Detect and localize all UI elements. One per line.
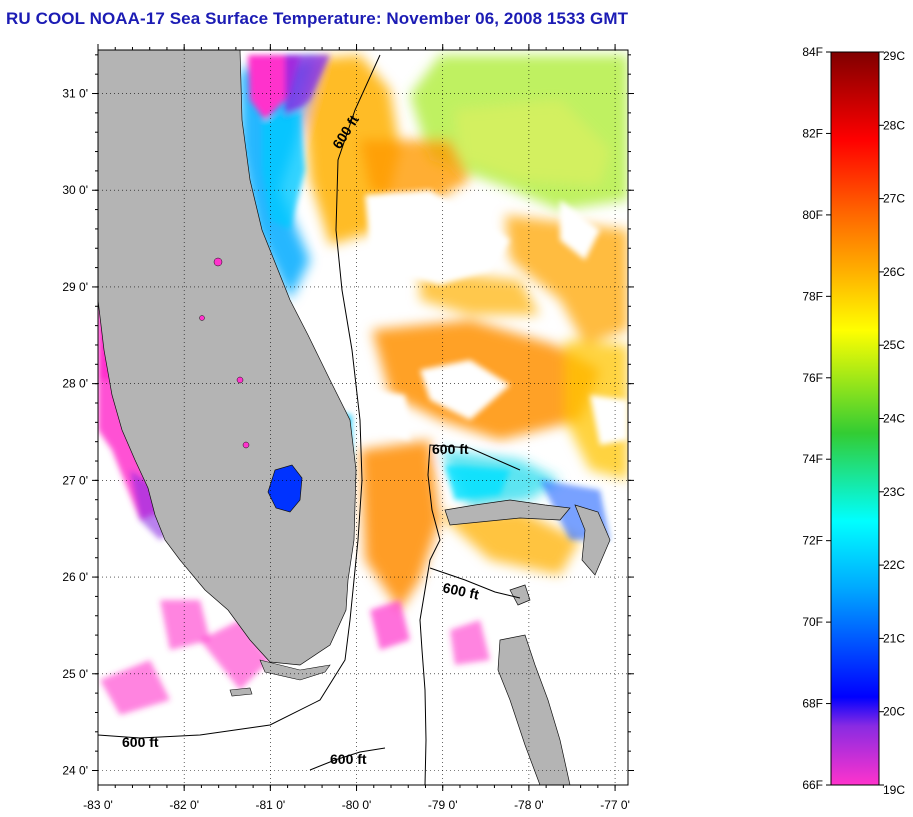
colorbar-gradient (830, 51, 880, 786)
longitude-label: -79 0' (428, 798, 458, 812)
latitude-label: 29 0' (62, 280, 88, 294)
map-frame (97, 49, 629, 786)
latitude-label: 24 0' (62, 763, 88, 777)
bahamas-grand-bahama (444, 499, 571, 526)
contour-label: 600 ft (432, 441, 469, 457)
latitude-label: 26 0' (62, 570, 88, 584)
graticule-grid (98, 50, 628, 785)
colorbar-c-label: 22C (883, 558, 905, 572)
colorbar-c-label: 29C (883, 49, 905, 63)
colorbar-c-label: 24C (883, 412, 905, 426)
colorbar-c-label: 27C (883, 192, 905, 206)
latitude-label: 28 0' (62, 377, 88, 391)
map-title: RU COOL NOAA-17 Sea Surface Temperature:… (6, 9, 629, 28)
longitude-label: -83 0' (83, 798, 113, 812)
colorbar-f-label: 72F (802, 534, 823, 548)
longitude-label: -77 0' (600, 798, 630, 812)
colorbar-c-label: 25C (883, 338, 905, 352)
colorbar-c-label: 20C (883, 705, 905, 719)
colorbar-f-label: 66F (802, 778, 823, 792)
contour-label: 600 ft (122, 734, 159, 750)
florida-keys (229, 659, 331, 697)
florida-landmass (98, 50, 357, 666)
colorbar-c-label: 23C (883, 485, 905, 499)
colorbar-f-label: 68F (802, 697, 823, 711)
colorbar-c-label: 21C (883, 631, 905, 645)
latitude-label: 31 0' (62, 87, 88, 101)
contour-label: 600 ft (330, 751, 367, 767)
land (98, 50, 611, 785)
colorbar-f-label: 76F (802, 371, 823, 385)
colorbar-f-label: 84F (802, 45, 823, 59)
inland-lakes (199, 257, 250, 449)
colorbar-f-label: 70F (802, 615, 823, 629)
longitude-label: -80 0' (342, 798, 372, 812)
colorbar-f-label: 82F (802, 126, 823, 140)
colorbar-c-label: 26C (883, 265, 905, 279)
latitude-label: 25 0' (62, 667, 88, 681)
colorbar-f-label: 74F (802, 452, 823, 466)
contour-label: 600 ft (441, 579, 480, 602)
latitude-label: 27 0' (62, 473, 88, 487)
longitude-labels: -83 0' -82 0' -81 0' -80 0' -79 0' -78 0' -77 … (83, 798, 630, 812)
colorbar-f-label: 78F (802, 289, 823, 303)
latitude-labels: 31 0' 30 0' 29 0' 28 0' 27 0' 26 0' 25 0' 24 0' (62, 87, 88, 778)
lake-okeechobee (267, 464, 303, 513)
latitude-label: 30 0' (62, 183, 88, 197)
bahamas-islet (509, 584, 531, 606)
bahamas-andros (497, 634, 571, 785)
colorbar: 84F 82F 80F 78F 76F 74F 72F 70F 68F 66F 29C 28C 27C… (802, 45, 905, 797)
colorbar-celsius-labels: 29C 28C 27C 26C 25C 24C 23C 22C 21C 20C 19C (883, 49, 905, 797)
bahamas-abaco (574, 504, 611, 576)
longitude-label: -78 0' (514, 798, 544, 812)
colorbar-fahrenheit-labels: 84F 82F 80F 78F 76F 74F 72F 70F 68F 66F (802, 45, 823, 792)
colorbar-c-label: 19C (883, 783, 905, 797)
isobath-600ft (98, 54, 521, 785)
colorbar-f-label: 80F (802, 208, 823, 222)
longitude-label: -81 0' (256, 798, 286, 812)
sst-field (98, 55, 628, 715)
colorbar-c-label: 28C (883, 118, 905, 132)
longitude-label: -82 0' (169, 798, 199, 812)
